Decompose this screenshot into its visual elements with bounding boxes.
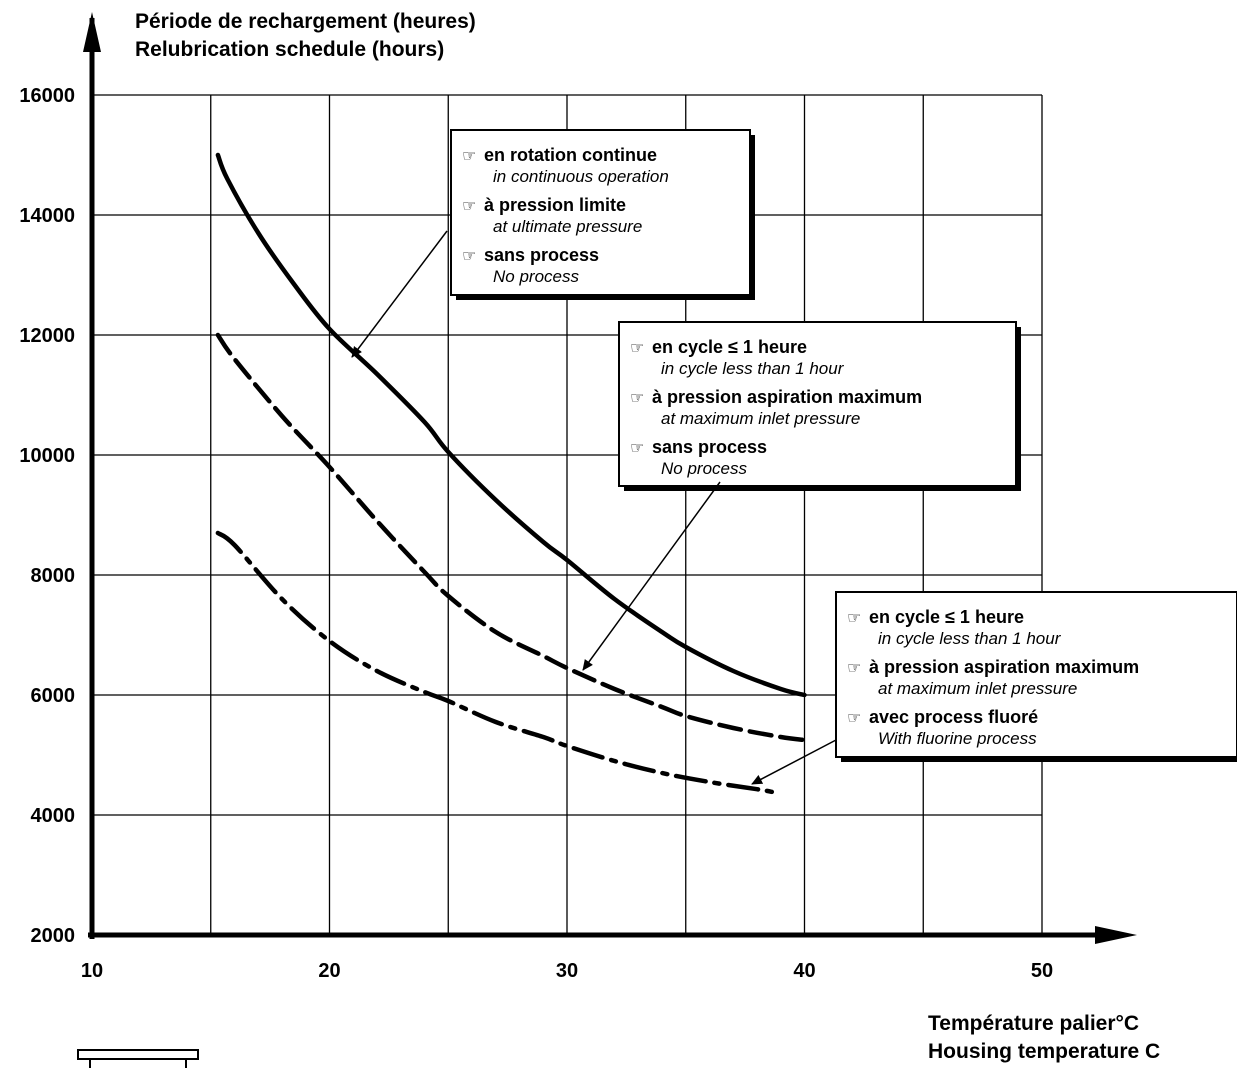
annotation-text: en rotation continue <box>484 145 657 165</box>
y-tick-label: 2000 <box>31 925 76 947</box>
annotation-frame <box>618 321 1017 487</box>
annotation-text: en cycle ≤ 1 heure <box>869 607 1024 627</box>
y-tick-label: 14000 <box>19 205 75 227</box>
y-tick-label: 4000 <box>31 805 76 827</box>
x-tick-label: 20 <box>318 960 340 982</box>
x-tick-label: 30 <box>556 960 578 982</box>
annotation-subtext: in cycle less than 1 hour <box>878 629 1062 648</box>
x-axis-arrow <box>1095 926 1137 944</box>
annotation-subtext: No process <box>661 459 747 478</box>
tick-labels: 10 20 30 40 50 2000 4000 6000 8000 10000 12000 1400… <box>19 85 1053 982</box>
annotation-box-cycle-fluorine: ☞ en cycle ≤ 1 heure in cycle less than 1 … <box>835 591 1237 762</box>
x-axis-title-en: Housing temperature C <box>928 1040 1160 1063</box>
x-tick-label: 10 <box>81 960 103 982</box>
y-tick-label: 8000 <box>31 565 76 587</box>
series-line-1 <box>215 152 807 698</box>
annotation-subtext: No process <box>493 267 579 286</box>
annotation-text: avec process fluoré <box>869 707 1038 727</box>
annotation-box-cycle-no-process: ☞ en cycle ≤ 1 heure in cycle less than 1 … <box>618 321 1021 491</box>
annotation-text: en cycle ≤ 1 heure <box>652 337 807 357</box>
y-tick-label: 12000 <box>19 325 75 347</box>
series-line-3 <box>215 530 776 795</box>
series-group <box>215 152 807 795</box>
pointing-hand-icon: ☞ <box>630 438 644 457</box>
annotation-subtext: in continuous operation <box>493 167 669 186</box>
x-tick-label: 40 <box>793 960 815 982</box>
y-tick-label: 10000 <box>19 445 75 467</box>
annotation-subtext: at maximum inlet pressure <box>878 679 1077 698</box>
x-axis-title-fr: Température palier°C <box>928 1012 1139 1035</box>
pointing-hand-icon: ☞ <box>847 708 861 727</box>
annotation-box-continuous: ☞ en rotation continue in continuous opera… <box>450 129 755 300</box>
y-tick-label: 16000 <box>19 85 75 107</box>
annotation-text: sans process <box>652 437 767 457</box>
y-tick-label: 6000 <box>31 685 76 707</box>
axes <box>83 12 1137 944</box>
leader-arrow-2 <box>582 481 721 671</box>
pump-outline-icon <box>77 1049 199 1068</box>
annotation-subtext: at maximum inlet pressure <box>661 409 860 428</box>
annotation-subtext: With fluorine process <box>878 729 1037 748</box>
annotation-subtext: in cycle less than 1 hour <box>661 359 845 378</box>
annotation-text: à pression limite <box>484 195 626 215</box>
annotation-subtext: at ultimate pressure <box>493 217 642 236</box>
leader-arrow-1 <box>351 230 448 358</box>
y-axis-title-fr: Période de rechargement (heures) <box>135 10 476 33</box>
pointing-hand-icon: ☞ <box>462 146 476 165</box>
leader-arrow-3 <box>751 739 837 785</box>
pointing-hand-icon: ☞ <box>847 608 861 627</box>
annotation-text: sans process <box>484 245 599 265</box>
annotation-frame <box>450 129 751 296</box>
pointing-hand-icon: ☞ <box>462 196 476 215</box>
annotation-text: à pression aspiration maximum <box>652 387 922 407</box>
pointing-hand-icon: ☞ <box>462 246 476 265</box>
annotation-text: à pression aspiration maximum <box>869 657 1139 677</box>
y-axis-title-en: Relubrication schedule (hours) <box>135 38 444 61</box>
pointing-hand-icon: ☞ <box>630 338 644 357</box>
y-axis-arrow <box>83 12 101 52</box>
x-tick-label: 50 <box>1031 960 1053 982</box>
pointing-hand-icon: ☞ <box>630 388 644 407</box>
series-line-2 <box>215 332 807 743</box>
annotation-frame <box>835 591 1237 758</box>
pointing-hand-icon: ☞ <box>847 658 861 677</box>
